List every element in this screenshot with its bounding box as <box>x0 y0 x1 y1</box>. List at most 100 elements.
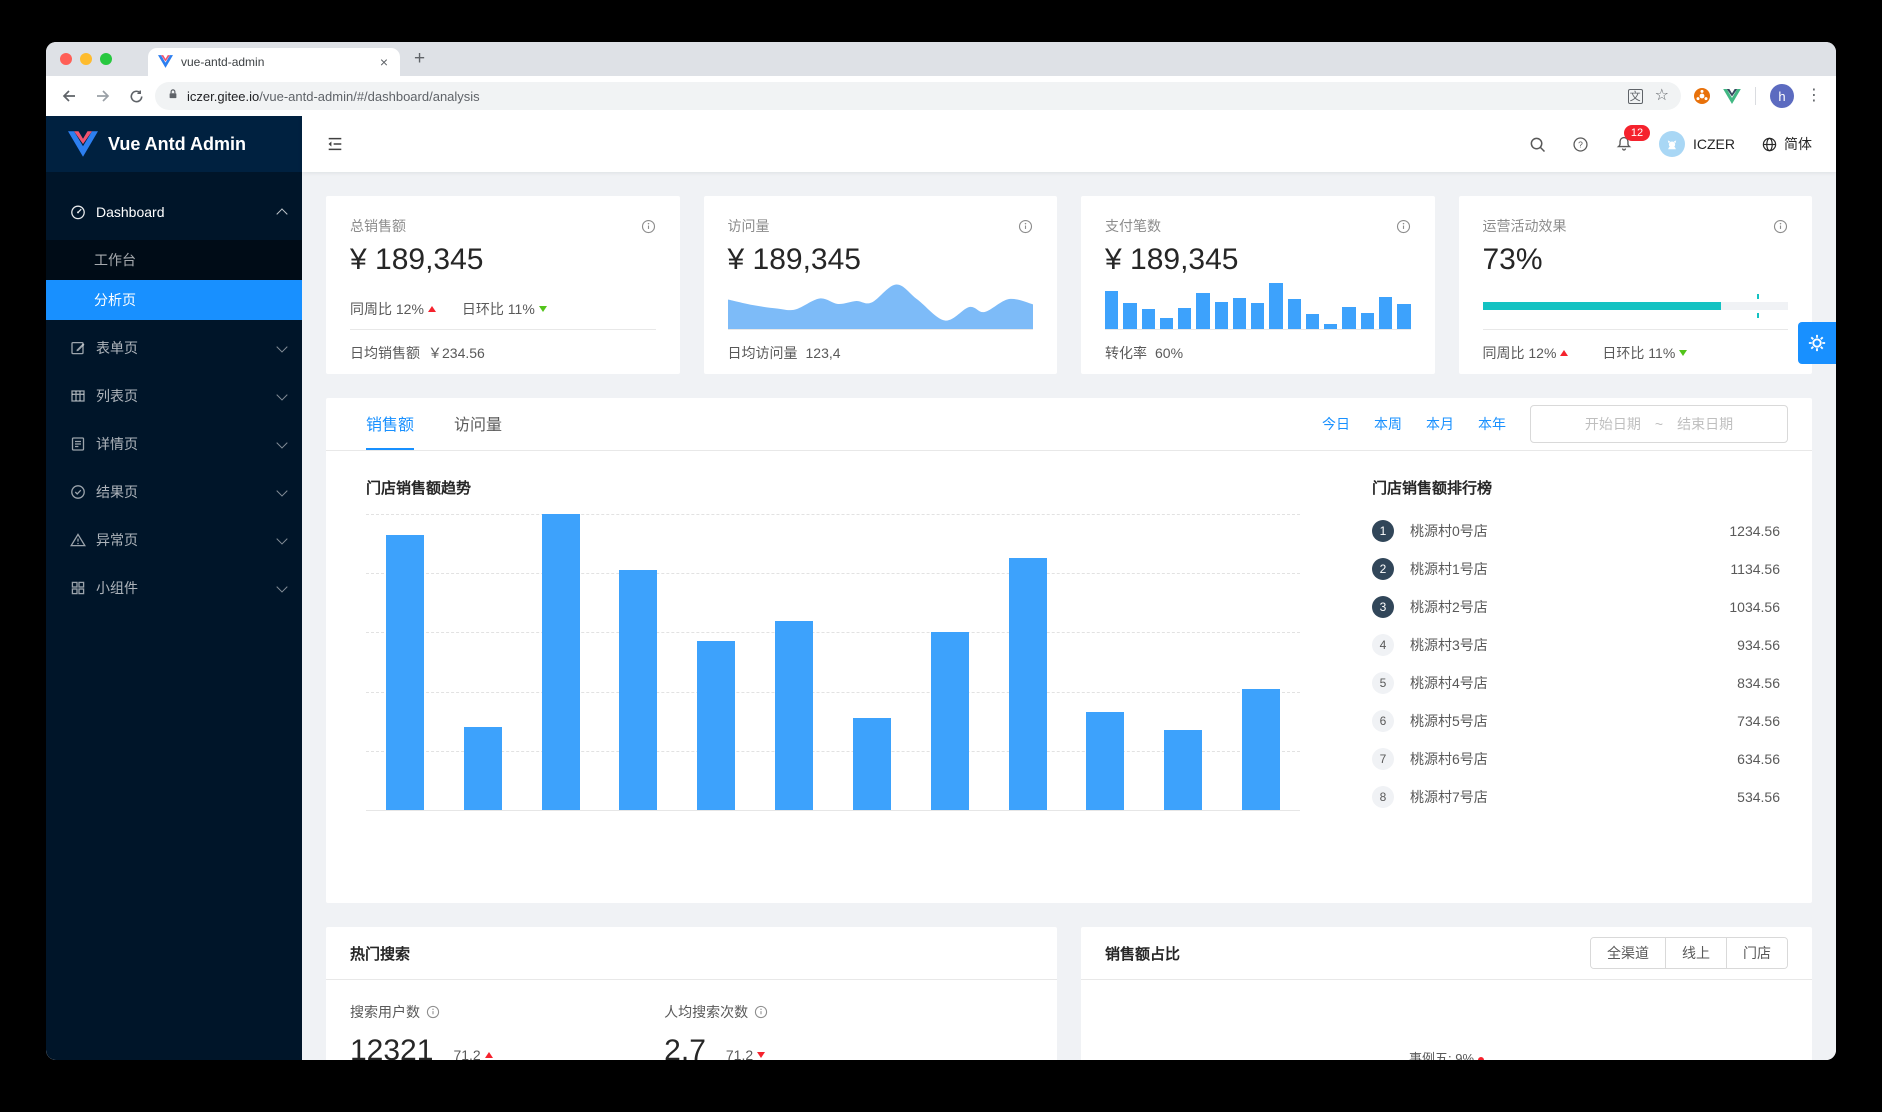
channel-button-门店[interactable]: 门店 <box>1726 938 1787 968</box>
channel-button-全渠道[interactable]: 全渠道 <box>1591 938 1665 968</box>
bar-slot <box>833 514 911 810</box>
minimize-traffic-light-icon[interactable] <box>80 53 92 65</box>
address-bar[interactable]: iczer.gitee.io/vue-antd-admin/#/dashboar… <box>155 82 1681 110</box>
browser-tab[interactable]: vue-antd-admin × <box>148 48 400 76</box>
store-value: 534.56 <box>1737 789 1780 805</box>
back-icon[interactable] <box>60 87 78 105</box>
info-icon[interactable] <box>1773 219 1788 234</box>
mini-bar <box>1178 308 1192 329</box>
mini-bar <box>1141 309 1155 329</box>
browser-tab-strip: vue-antd-admin × + <box>46 42 1836 76</box>
date-range-picker[interactable]: 开始日期 ~ 结束日期 <box>1530 405 1788 443</box>
notification-bell[interactable]: 12 <box>1615 125 1650 153</box>
info-icon[interactable] <box>1018 219 1033 234</box>
metric-label: 人均搜索次数 <box>664 1002 978 1022</box>
metric-trend: 71.2 <box>726 1047 766 1060</box>
trend-label: 日环比 11% <box>1602 344 1676 361</box>
store-sales-chart-zone: 门店销售额趋势 <box>366 451 1300 903</box>
date-start-placeholder: 开始日期 <box>1584 416 1641 432</box>
tab-访问量[interactable]: 访问量 <box>454 417 503 434</box>
sidebar-item-label: Dashboard <box>96 204 165 220</box>
store-value: 734.56 <box>1737 713 1780 729</box>
caret-down-icon <box>1679 349 1688 356</box>
tab-close-icon[interactable]: × <box>379 54 388 70</box>
user-menu[interactable]: ICZER <box>1659 131 1735 157</box>
store-value: 1134.56 <box>1730 561 1780 577</box>
mini-bar <box>1196 293 1210 329</box>
appstore-icon <box>70 580 86 596</box>
browser-profile-avatar[interactable]: h <box>1770 84 1794 108</box>
help-icon[interactable]: ? <box>1572 136 1589 153</box>
language-switcher[interactable]: 简体 <box>1761 134 1812 154</box>
metric-value: 12321 <box>350 1034 434 1060</box>
forward-icon[interactable] <box>94 87 112 105</box>
bar-slot <box>1144 514 1222 810</box>
sidebar-item-异常页[interactable]: 异常页 <box>46 520 302 560</box>
store-sales-bar-chart <box>366 514 1300 811</box>
theme-settings-button[interactable] <box>1798 322 1836 364</box>
metric-values: 2.7 71.2 <box>664 1034 978 1060</box>
sales-bar <box>619 570 658 810</box>
bar-slot <box>599 514 677 810</box>
url-host: iczer.gitee.io <box>187 88 260 104</box>
info-icon[interactable] <box>754 1005 768 1019</box>
translate-icon[interactable]: 文 <box>1627 88 1643 104</box>
new-tab-icon[interactable]: + <box>414 48 426 69</box>
sidebar-item-详情页[interactable]: 详情页 <box>46 424 302 464</box>
quick-link-本周[interactable]: 本周 <box>1374 416 1402 432</box>
bar-slot <box>911 514 989 810</box>
channel-button-线上[interactable]: 线上 <box>1665 938 1726 968</box>
card-footer: 日均访问量 123,4 <box>727 328 1033 366</box>
close-traffic-light-icon[interactable] <box>60 53 72 65</box>
vue-devtools-extension-icon[interactable] <box>1723 88 1741 104</box>
sales-overview-card: 销售额 访问量 今日 本周 本月 本年 开始日期 ~ 结束日期 <box>326 398 1812 903</box>
quick-link-本月[interactable]: 本月 <box>1426 416 1454 432</box>
sidebar-item-结果页[interactable]: 结果页 <box>46 472 302 512</box>
rank-badge: 5 <box>1372 672 1394 694</box>
vue-logo-icon <box>68 131 98 157</box>
reload-icon[interactable] <box>128 88 145 105</box>
ranking-row: 6 桃源村5号店 734.56 <box>1372 702 1780 740</box>
extension-orange-icon[interactable] <box>1693 87 1711 105</box>
info-icon[interactable] <box>641 219 656 234</box>
bookmark-star-icon[interactable]: ☆ <box>1654 87 1669 104</box>
card-footer: 日均销售额 ￥234.56 <box>350 329 656 366</box>
quick-link-今日[interactable]: 今日 <box>1322 416 1350 432</box>
hot-search-card: 热门搜索 搜索用户数 12321 71.2 人均搜索次数 2.7 71.2 <box>326 927 1057 1060</box>
browser-menu-icon[interactable]: ⋮ <box>1806 87 1822 104</box>
maximize-traffic-light-icon[interactable] <box>100 53 112 65</box>
sidebar-item-列表页[interactable]: 列表页 <box>46 376 302 416</box>
stat-card-visits: 访问量 ¥ 189,345 日均访问量 123, <box>703 196 1057 374</box>
activity-progress <box>1482 280 1788 329</box>
notification-badge: 12 <box>1624 125 1650 141</box>
sidebar-item-Dashboard[interactable]: Dashboard <box>46 192 302 232</box>
sales-bar <box>1086 712 1125 810</box>
sales-bar <box>463 727 502 810</box>
sidebar-item-小组件[interactable]: 小组件 <box>46 568 302 608</box>
info-icon[interactable] <box>1396 219 1411 234</box>
caret-up-icon <box>1560 349 1569 356</box>
quick-link-本年[interactable]: 本年 <box>1478 416 1506 432</box>
info-icon[interactable] <box>426 1005 440 1019</box>
search-icon[interactable] <box>1529 136 1546 153</box>
caret-down-icon <box>538 306 547 313</box>
date-quick-links: 今日 本周 本月 本年 <box>1322 414 1506 434</box>
sidebar-subitem-工作台[interactable]: 工作台 <box>94 252 136 268</box>
app-logo[interactable]: Vue Antd Admin <box>46 116 302 172</box>
sales-bar <box>1242 688 1281 810</box>
vue-favicon-icon <box>158 55 173 69</box>
bar-slot <box>1222 514 1300 810</box>
trend-label: 同周比 12% <box>350 301 424 318</box>
sidebar-item-表单页[interactable]: 表单页 <box>46 328 302 368</box>
activity-trend-row: 同周比 12% 日环比 11% <box>1482 328 1788 366</box>
sidebar-item-label: 列表页 <box>96 388 138 404</box>
tab-销售额[interactable]: 销售额 <box>366 398 415 450</box>
store-value: 1034.56 <box>1729 599 1780 615</box>
store-name: 桃源村7号店 <box>1410 789 1488 805</box>
ranking-row: 5 桃源村4号店 834.56 <box>1372 664 1780 702</box>
store-value: 1234.56 <box>1729 523 1780 539</box>
menu-fold-icon[interactable] <box>326 135 344 153</box>
mini-bar <box>1214 301 1228 329</box>
sidebar-subitem-分析页[interactable]: 分析页 <box>46 280 302 320</box>
